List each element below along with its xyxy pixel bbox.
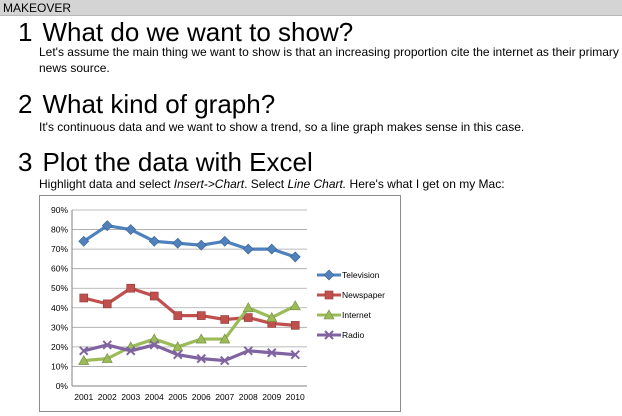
y-tick-label: 50% [51,283,68,293]
x-tick-label: 2003 [121,392,140,402]
radio-data-point [149,340,159,350]
section-2-number: 2 [18,89,33,119]
television-data-point [219,235,231,247]
television-data-point [289,251,301,263]
x-tick-label: 2004 [145,392,164,402]
radio-data-point [267,348,277,358]
newspaper-data-point [126,283,136,293]
section-3-body-chart-type: Line Chart. [287,177,347,191]
television-data-point [125,224,137,235]
section-3-title: 3 Plot the data with Excel [18,147,313,177]
y-tick-label: 20% [51,342,68,352]
television-data-point [148,235,160,247]
internet-data-point [101,353,113,363]
internet-data-point [195,333,207,344]
television-series-line [82,224,296,259]
section-3-number: 3 [18,147,33,177]
x-tick-label: 2007 [215,392,234,402]
y-tick-label: 0% [56,381,69,391]
section-3-body-part-5: Here's what I get on my Mac: [346,177,505,191]
radio-data-point [290,350,300,360]
line-chart-svg: 0% 10% 20% 30% 40% 50% 60% 70% 80% 90% 2001 2002 200… [51,205,385,402]
x-tick-label: 2006 [192,392,211,402]
section-3-body: Highlight data and select Insert->Chart.… [39,176,619,192]
newspaper-data-point [220,315,230,324]
section-3-body-menu-path: Insert->Chart [173,177,245,191]
newspaper-series-line [83,286,296,327]
newspaper-data-point [79,293,89,303]
newspaper-legend-marker [324,290,334,300]
radio-data-point [220,355,230,366]
y-tick-label: 80% [51,225,68,235]
y-tick-label: 30% [51,322,68,332]
newspaper-data-point [196,311,206,320]
radio-legend-label: Radio [342,330,364,340]
line-chart: 0% 10% 20% 30% 40% 50% 60% 70% 80% 90% 2001 2002 200… [39,195,401,412]
y-tick-label: 60% [51,264,68,274]
newspaper-legend-label: Newspaper [342,290,385,300]
radio-data-point [79,346,89,356]
newspaper-data-point [173,311,183,320]
television-legend-marker [323,269,335,281]
newspaper-data-point [243,313,253,322]
internet-data-point [289,300,301,311]
television-data-point [78,235,90,247]
television-data-point [266,243,278,255]
newspaper-data-point [102,299,112,309]
internet-data-point [148,333,160,344]
television-data-point [242,243,254,255]
internet-legend-label: Internet [342,310,371,320]
radio-series-line [83,343,296,363]
x-tick-label: 2008 [239,392,258,402]
television-data-point [195,239,207,251]
y-tick-label: 90% [51,205,68,215]
x-tick-label: 2010 [286,392,305,402]
x-tick-label: 2002 [98,392,117,402]
newspaper-data-point [290,321,300,330]
radio-data-point [196,353,206,364]
x-tick-label: 2005 [168,392,187,402]
section-3-body-part-3: . Select [244,177,288,191]
top-bar-label: MAKEOVER [3,1,72,15]
television-data-point [172,237,184,249]
radio-data-point [126,346,136,356]
internet-data-point [219,333,231,344]
section-1-body: Let's assume the main thing we want to s… [39,45,619,75]
newspaper-data-point [149,291,159,301]
internet-data-point [242,302,254,313]
internet-series-line [83,304,296,363]
internet-legend-marker [323,309,335,320]
internet-data-point [172,341,184,352]
x-tick-label: 2009 [262,392,281,402]
section-1-heading: What do we want to show? [42,17,354,47]
y-tick-label: 10% [51,361,68,371]
internet-data-point [266,311,278,322]
section-2-body: It's continuous data and we want to show… [39,120,525,134]
radio-data-point [173,350,183,360]
section-1-number: 1 [18,17,33,47]
internet-data-point [78,354,90,365]
x-tick-label: 2001 [74,392,93,402]
radio-legend-marker [324,330,334,340]
television-legend-label: Television [342,270,380,280]
television-data-point [101,220,113,232]
section-3-body-part-1: Highlight data and select [39,177,174,191]
section-2-heading: What kind of graph? [42,89,276,119]
top-bar: MAKEOVER [0,0,622,16]
radio-data-point [102,340,112,350]
section-1-title: 1 What do we want to show? [18,17,353,47]
y-tick-label: 70% [51,244,68,254]
y-tick-label: 40% [51,303,68,313]
radio-data-point [243,346,253,356]
section-3-heading: Plot the data with Excel [42,147,313,177]
section-2-title: 2 What kind of graph? [18,89,275,119]
